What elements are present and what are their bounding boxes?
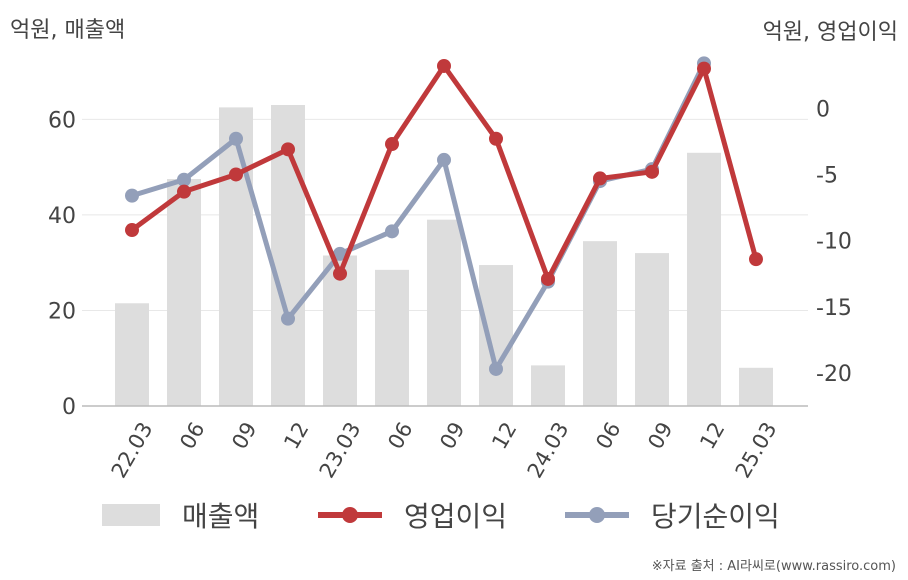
point-operating-profit <box>489 131 503 146</box>
point-operating-profit <box>437 58 451 73</box>
right-tick-label: -15 <box>816 296 852 321</box>
legend-swatch-revenue <box>102 504 160 526</box>
source-note: ※자료 출처 : AI라씨로(www.rassiro.com) <box>651 559 896 574</box>
legend: 매출액 영업이익 당기순이익 <box>0 490 908 540</box>
point-operating-profit <box>645 164 659 179</box>
point-net-income <box>333 246 347 261</box>
right-tick-label: -10 <box>816 230 852 255</box>
point-operating-profit <box>749 252 763 267</box>
x-tick-label: 09 <box>643 418 677 453</box>
legend-label-revenue: 매출액 <box>182 500 260 533</box>
left-tick-label: 60 <box>48 108 76 133</box>
bar-revenue <box>635 253 669 406</box>
right-tick-label: -20 <box>816 362 852 387</box>
bar-revenue <box>531 365 565 406</box>
x-tick-label: 09 <box>227 418 261 453</box>
legend-swatch-net-income <box>565 504 629 526</box>
x-tick-label: 23.03 <box>315 418 366 480</box>
x-tick-label: 09 <box>435 418 469 453</box>
legend-swatch-operating-profit <box>318 504 382 526</box>
bar-revenue <box>375 269 409 406</box>
bar-revenue <box>479 265 513 406</box>
point-operating-profit <box>229 167 243 182</box>
x-tick-label: 06 <box>175 418 209 453</box>
legend-item-revenue: 매출액 <box>102 490 259 540</box>
left-axis-title: 억원, 매출액 <box>10 18 126 43</box>
bar-revenue <box>739 367 773 406</box>
point-net-income <box>489 361 503 376</box>
x-tick-label: 22.03 <box>107 418 158 480</box>
left-tick-label: 40 <box>48 204 76 229</box>
point-operating-profit <box>125 223 139 238</box>
x-tick-label: 06 <box>591 418 625 453</box>
point-net-income <box>125 188 139 203</box>
right-tick-label: -5 <box>816 163 838 188</box>
point-operating-profit <box>333 266 347 281</box>
bar-revenue <box>115 303 149 406</box>
legend-label-operating-profit: 영업이익 <box>404 500 508 533</box>
point-operating-profit <box>593 171 607 186</box>
x-tick-label: 12 <box>695 418 729 453</box>
point-operating-profit <box>177 184 191 199</box>
bar-revenue <box>687 152 721 406</box>
bar-revenue <box>167 179 201 406</box>
point-net-income <box>437 152 451 167</box>
right-axis-title: 억원, 영업이익 <box>762 20 898 45</box>
legend-label-net-income: 당기순이익 <box>651 500 780 533</box>
x-tick-label: 06 <box>383 418 417 453</box>
x-tick-label: 12 <box>487 418 521 453</box>
point-operating-profit <box>541 271 555 286</box>
legend-item-operating-profit: 영업이익 <box>318 490 507 540</box>
point-net-income <box>385 224 399 239</box>
point-net-income <box>177 172 191 187</box>
left-tick-label: 20 <box>48 299 76 324</box>
point-net-income <box>229 131 243 146</box>
legend-item-net-income: 당기순이익 <box>565 490 780 540</box>
bar-revenue <box>427 219 461 406</box>
bar-revenue <box>219 107 253 406</box>
point-operating-profit <box>385 137 399 152</box>
bar-revenue <box>583 241 617 406</box>
point-operating-profit <box>281 142 295 157</box>
point-net-income <box>281 311 295 326</box>
point-operating-profit <box>697 61 711 76</box>
x-tick-label: 12 <box>279 418 313 453</box>
left-tick-label: 0 <box>62 395 76 420</box>
x-tick-label: 24.03 <box>523 418 574 480</box>
x-tick-label: 25.03 <box>731 418 782 480</box>
right-tick-label: 0 <box>816 97 830 122</box>
